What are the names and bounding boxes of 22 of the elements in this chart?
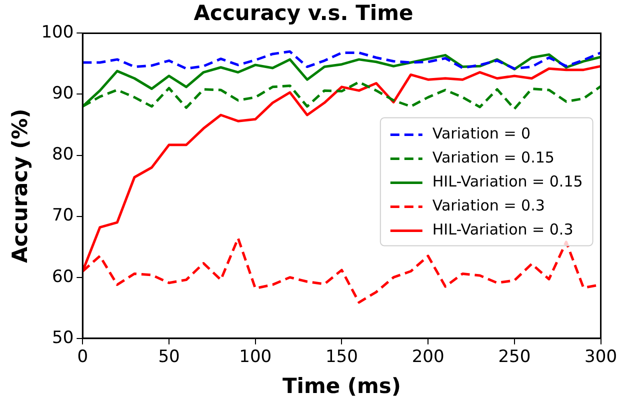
y-tick-label: 60 (52, 266, 74, 287)
y-tick-label: 100 (41, 22, 74, 43)
y-tick-label: 50 (52, 328, 74, 348)
y-tick-label: 80 (52, 144, 74, 165)
chart-title: Accuracy v.s. Time (194, 1, 414, 26)
x-tick-label: 250 (498, 347, 531, 368)
legend-label: HIL-Variation = 0.15 (432, 172, 583, 191)
legend-label: Variation = 0.15 (432, 148, 554, 167)
x-tick-label: 0 (77, 347, 88, 368)
legend-label: HIL-Variation = 0.3 (432, 220, 574, 239)
x-tick-label: 300 (584, 347, 618, 368)
y-tick-label: 90 (52, 84, 74, 104)
y-axis-title: Accuracy (%) (8, 108, 32, 263)
line-series (82, 50, 601, 70)
x-axis-title: Time (ms) (282, 374, 401, 398)
x-tick-label: 150 (325, 347, 358, 368)
x-tick-label: 200 (412, 347, 444, 368)
legend-label: Variation = 0.3 (432, 196, 545, 215)
legend-label: Variation = 0 (432, 124, 531, 143)
x-tick-label: 100 (239, 347, 272, 368)
x-tick-label: 50 (158, 347, 180, 368)
y-tick-label: 70 (52, 206, 74, 226)
